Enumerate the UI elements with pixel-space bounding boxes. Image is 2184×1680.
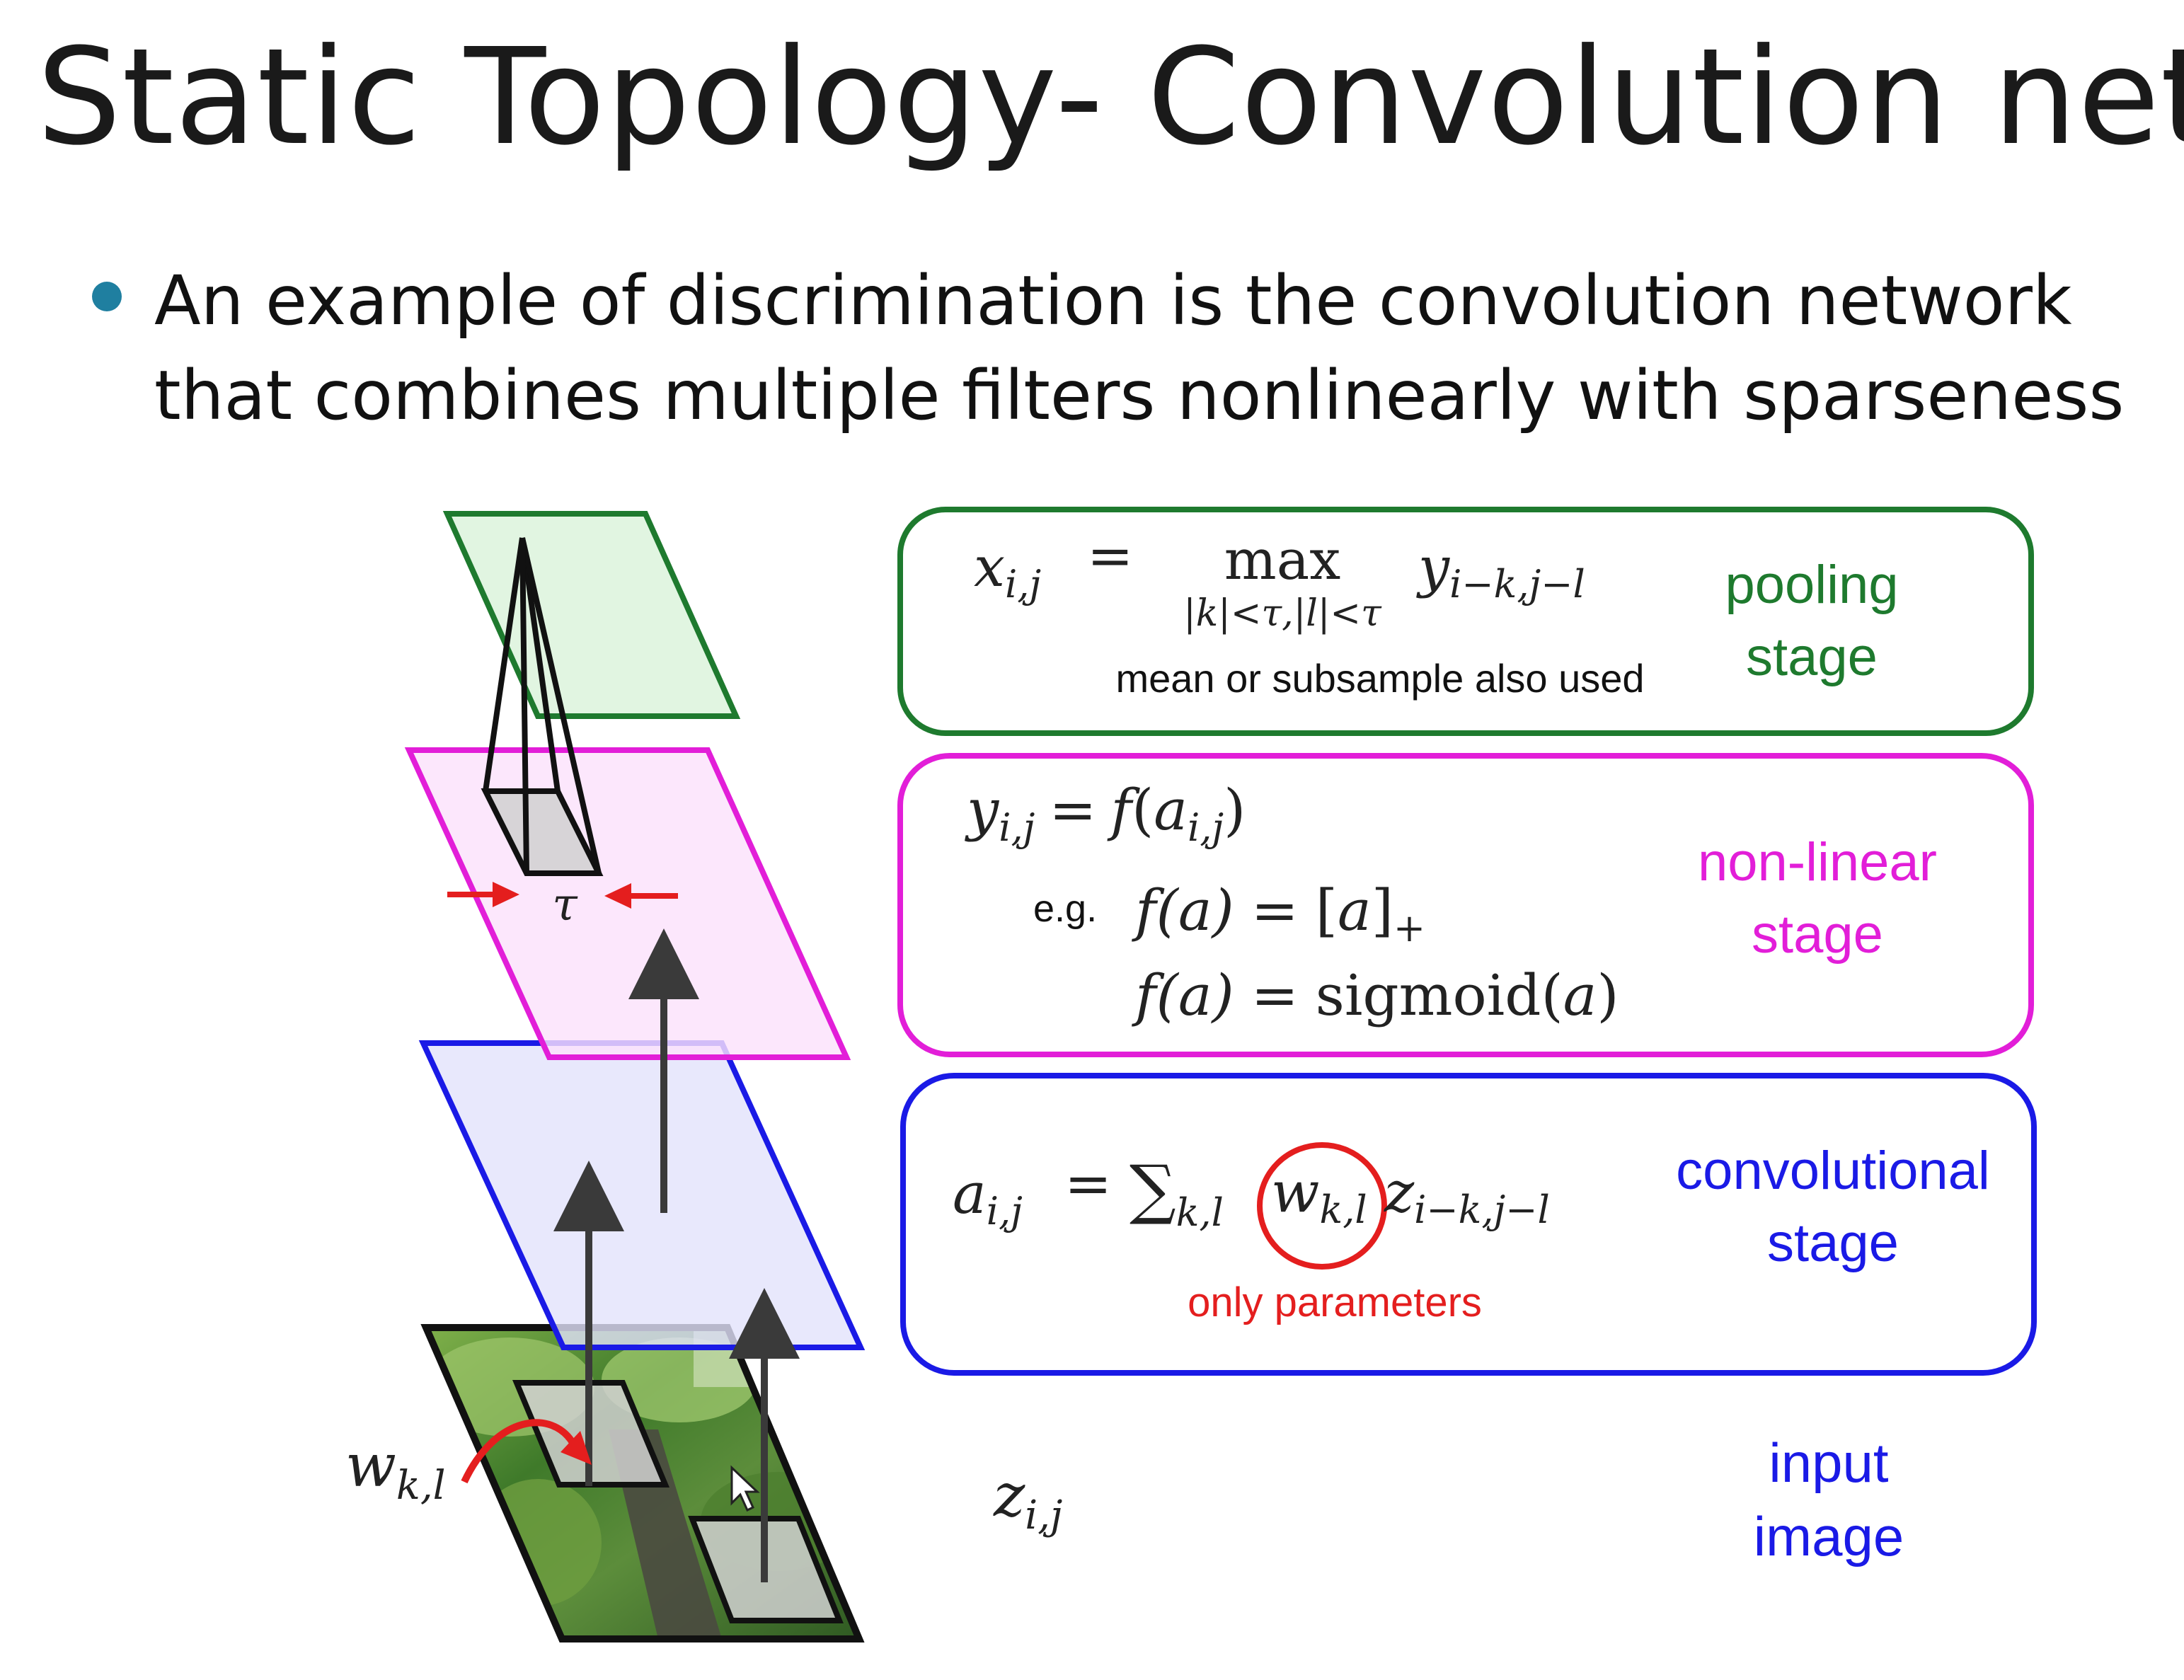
conv-stage-label-2: stage	[1767, 1213, 1899, 1273]
mouse-cursor-icon	[730, 1465, 760, 1512]
input-stage-label: input	[1769, 1432, 1888, 1494]
pooling-stage-box	[897, 507, 2034, 736]
conv-formula-z: zi−k,j−l	[1384, 1159, 1550, 1232]
tau-label: τ	[552, 879, 578, 931]
weight-curved-arrow	[461, 1419, 592, 1484]
nonlinear-stage-label-2: stage	[1752, 904, 1883, 965]
pooling-formula-lhs: xi,j	[974, 536, 1041, 606]
pooling-formula-eq: =	[1087, 524, 1133, 588]
nonlinear-formula-3: f(a) = sigmoid(a)	[1132, 962, 1619, 1028]
nonlinear-stage-label: non-linear	[1698, 832, 1937, 892]
pooling-stage-label-2: stage	[1746, 627, 1878, 687]
pooling-note: mean or subsample also used	[1115, 656, 1644, 701]
convolutional-plane	[418, 1040, 866, 1350]
pooling-pyramid	[481, 537, 604, 876]
conv-formula-lhs: ai,j	[953, 1161, 1023, 1233]
conv-formula-weight: wk,l	[1271, 1159, 1367, 1232]
weight-highlight-circle	[1257, 1142, 1387, 1270]
pooling-formula-rhs: yi−k,j−l	[1416, 536, 1585, 606]
slide-title: Static Topology- Convolution nets	[37, 20, 2184, 175]
nonlinear-eg-label: e.g.	[1033, 887, 1097, 930]
conv-stage-label: convolutional	[1676, 1141, 1990, 1201]
pooling-formula-max: max	[1224, 529, 1340, 592]
bullet-dot	[92, 282, 122, 311]
convolutional-stage-box	[900, 1073, 2037, 1376]
input-stage-label-2: image	[1754, 1505, 1904, 1567]
nonlinear-formula-2: f(a) = [a]+	[1132, 878, 1425, 950]
input-symbol: zi,j	[993, 1461, 1062, 1538]
up-arrows	[553, 928, 800, 1582]
bullet-text: An example of discrimination is the conv…	[154, 261, 2125, 435]
conv-formula-eq: =	[1064, 1151, 1112, 1216]
conv-formula-sum: ∑k,l	[1130, 1151, 1224, 1235]
tau-arrows	[447, 882, 678, 909]
input-image-plane	[420, 1324, 865, 1642]
pooling-formula-max-sub: |k|<τ,|l|<τ	[1183, 592, 1382, 635]
pooling-stage-label: pooling	[1725, 555, 1898, 615]
nonlinear-stage-box	[897, 753, 2034, 1057]
weight-label: wk,l	[345, 1431, 446, 1509]
nonlinear-formula-1: yi,j = f(ai,j)	[965, 777, 1246, 850]
pooling-plane	[442, 511, 741, 719]
conv-note-only-parameters: only parameters	[1188, 1279, 1482, 1325]
